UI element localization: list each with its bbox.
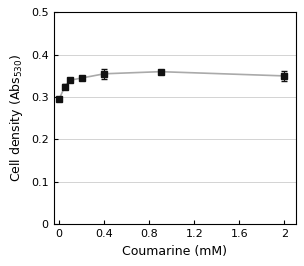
Y-axis label: Cell density (Abs$_{\mathregular{530}}$): Cell density (Abs$_{\mathregular{530}}$) [8, 54, 25, 182]
X-axis label: Coumarine (mM): Coumarine (mM) [122, 245, 227, 258]
